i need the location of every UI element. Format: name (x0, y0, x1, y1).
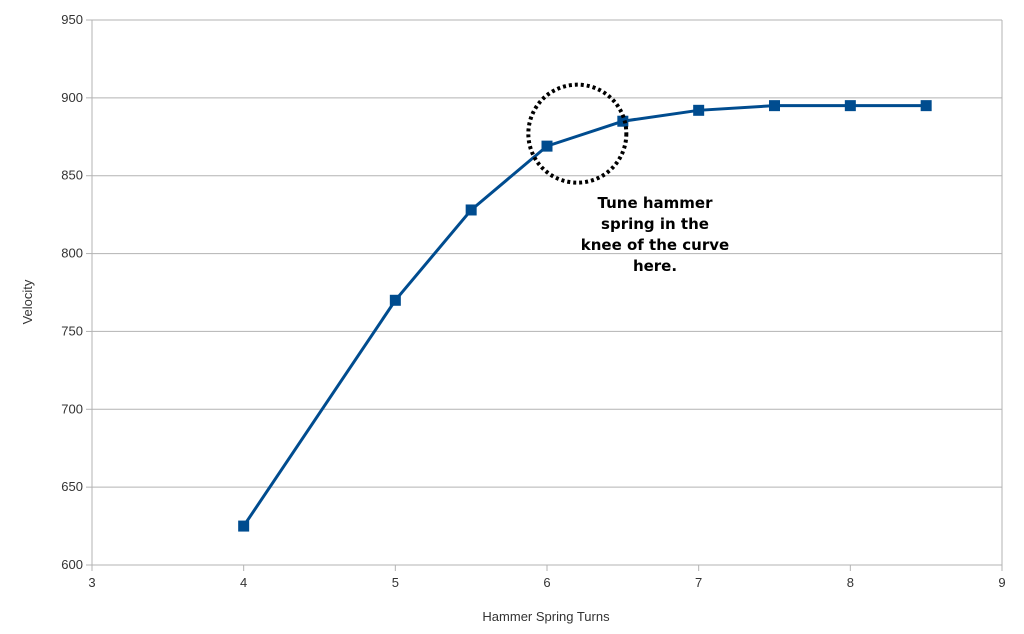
x-tick-label: 7 (695, 575, 702, 590)
y-tick-label: 750 (61, 323, 83, 338)
gridlines (92, 19, 1002, 566)
x-tick-label: 3 (88, 575, 95, 590)
data-point-marker (844, 100, 856, 112)
annotation: Tune hammer spring in the knee of the curv… (526, 82, 729, 275)
knee-highlight-circle (526, 82, 629, 185)
y-tick-label: 800 (61, 246, 83, 261)
x-tick-label: 9 (998, 575, 1005, 590)
x-tick-label: 5 (392, 575, 399, 590)
y-tick-label: 600 (61, 557, 83, 572)
data-point-marker (238, 520, 250, 532)
data-point-marker (541, 140, 553, 152)
data-point-marker (920, 100, 932, 112)
x-tick-label: 4 (240, 575, 247, 590)
x-axis-title: Hammer Spring Turns (482, 609, 610, 624)
x-tick-label: 8 (847, 575, 854, 590)
y-tick-label: 700 (61, 401, 83, 416)
data-point-marker (693, 104, 705, 116)
y-tick-label: 900 (61, 90, 83, 105)
y-tick-label: 650 (61, 479, 83, 494)
annotation-text-line: spring in the (601, 215, 709, 233)
annotation-text-line: knee of the curve (581, 236, 729, 254)
tick-labels: 600 650 700 750 800 850 900 950 3 4 5 6 7 8 9 (61, 12, 1005, 590)
y-axis-title: Velocity (20, 279, 35, 324)
y-tick-label: 850 (61, 168, 83, 183)
axes (86, 19, 1003, 571)
annotation-text-line: Tune hammer (598, 194, 714, 212)
x-tick-label: 6 (543, 575, 550, 590)
data-point-marker (465, 204, 477, 216)
annotation-text-line: here. (633, 257, 677, 275)
y-tick-label: 950 (61, 12, 83, 27)
data-point-marker (389, 294, 401, 306)
data-point-marker (769, 100, 780, 112)
